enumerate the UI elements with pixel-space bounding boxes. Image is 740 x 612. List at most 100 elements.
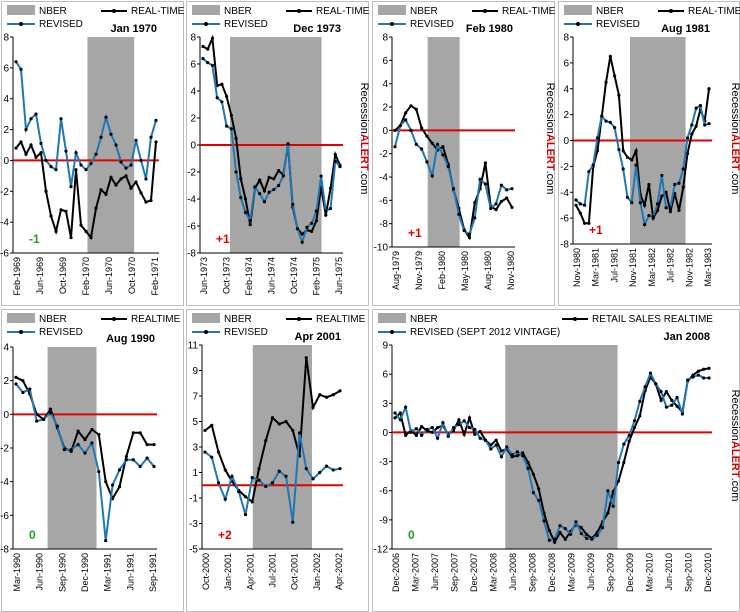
- data-point: [19, 67, 23, 71]
- x-tick-label: Oct-1969: [58, 257, 68, 294]
- y-tick-label: 6: [563, 58, 569, 69]
- data-point: [305, 225, 309, 229]
- data-point: [210, 63, 215, 67]
- y-tick-label: -9: [379, 515, 388, 526]
- data-point: [467, 232, 472, 236]
- data-point: [257, 478, 261, 482]
- data-point: [104, 115, 108, 119]
- data-point: [291, 202, 295, 206]
- data-point: [446, 434, 450, 438]
- y-tick-label: -8: [187, 249, 196, 260]
- data-point: [318, 470, 322, 475]
- data-point: [591, 163, 595, 167]
- y-tick-label: -12: [374, 545, 389, 556]
- y-tick-label: 8: [190, 33, 196, 44]
- data-point: [14, 146, 18, 150]
- data-point: [668, 210, 672, 214]
- y-tick-label: -2: [379, 149, 388, 160]
- data-point: [558, 524, 562, 528]
- data-point: [398, 124, 402, 128]
- data-point: [547, 528, 551, 533]
- data-point: [685, 151, 690, 156]
- data-point: [54, 229, 58, 233]
- legend-nber-label: NBER: [410, 6, 438, 17]
- data-point: [414, 107, 418, 111]
- data-point: [664, 190, 668, 194]
- y-tick-label: -4: [379, 173, 388, 184]
- data-point: [457, 418, 461, 422]
- legend-realtime-marker: [669, 9, 673, 13]
- data-point: [430, 425, 434, 430]
- data-point: [584, 536, 589, 540]
- data-point: [248, 223, 252, 227]
- data-point: [149, 135, 153, 139]
- data-point: [99, 135, 103, 139]
- data-point: [703, 123, 707, 127]
- data-point: [117, 468, 122, 472]
- data-point: [84, 229, 88, 233]
- legend-revised-label: REVISED: [39, 19, 83, 30]
- chart-title: Dec 1973: [293, 23, 341, 35]
- y-tick-label: -2: [0, 187, 9, 198]
- x-tick-label: Dec-2009: [625, 553, 635, 592]
- data-point: [223, 468, 227, 472]
- data-point: [234, 170, 238, 174]
- nber-recession-band: [505, 345, 618, 549]
- data-point: [616, 479, 621, 483]
- data-point: [319, 174, 323, 178]
- panel-frame: [372, 1, 555, 306]
- data-point: [563, 537, 567, 541]
- x-tick-label: Mar-2008: [489, 553, 499, 592]
- data-point: [48, 411, 53, 415]
- x-tick-label: Jun-1975: [334, 257, 344, 295]
- data-point: [622, 442, 626, 446]
- x-tick-label: Jun-1974: [267, 257, 277, 295]
- data-point: [553, 537, 557, 541]
- revised-line: [394, 370, 709, 542]
- data-point: [505, 196, 509, 200]
- data-point: [333, 159, 337, 163]
- data-point: [393, 128, 397, 132]
- data-point: [611, 504, 615, 508]
- data-point: [494, 443, 498, 447]
- y-tick-label: 8: [563, 33, 569, 44]
- data-point: [707, 376, 711, 380]
- y-tick-label: 11: [188, 341, 199, 352]
- data-point: [398, 411, 402, 415]
- data-point: [510, 205, 514, 209]
- data-point: [152, 443, 156, 447]
- data-point: [229, 127, 233, 131]
- data-point: [630, 201, 634, 205]
- x-tick-label: Oct-2001: [290, 553, 300, 590]
- data-point: [462, 419, 466, 423]
- data-point: [604, 119, 608, 123]
- data-point: [608, 120, 612, 124]
- y-tick-label: -1: [189, 494, 198, 505]
- data-point: [574, 198, 578, 202]
- data-point: [643, 385, 647, 389]
- data-point: [210, 36, 215, 40]
- y-tick-label: -3: [189, 519, 198, 530]
- x-tick-label: May-1980: [460, 251, 470, 291]
- legend-revised-label: REVISED: [410, 19, 454, 30]
- data-point: [579, 526, 583, 530]
- legend-revised-marker: [390, 22, 394, 26]
- data-point: [216, 450, 221, 454]
- data-point: [673, 182, 677, 187]
- data-point: [404, 405, 408, 409]
- data-point: [677, 208, 681, 212]
- legend-nber-swatch: [378, 5, 406, 15]
- data-point: [690, 132, 694, 136]
- x-tick-label: Dec-2008: [547, 553, 557, 592]
- y-tick-label: 6: [3, 63, 9, 74]
- data-point: [134, 138, 138, 142]
- x-tick-label: Aug-1980: [483, 251, 493, 290]
- data-point: [39, 141, 43, 146]
- x-tick-label: Jun-2009: [586, 553, 596, 591]
- data-point: [206, 61, 210, 65]
- legend-nber-label: NBER: [39, 6, 67, 17]
- data-point: [333, 152, 337, 157]
- lead-lag-note: +1: [589, 223, 603, 237]
- data-point: [473, 216, 477, 220]
